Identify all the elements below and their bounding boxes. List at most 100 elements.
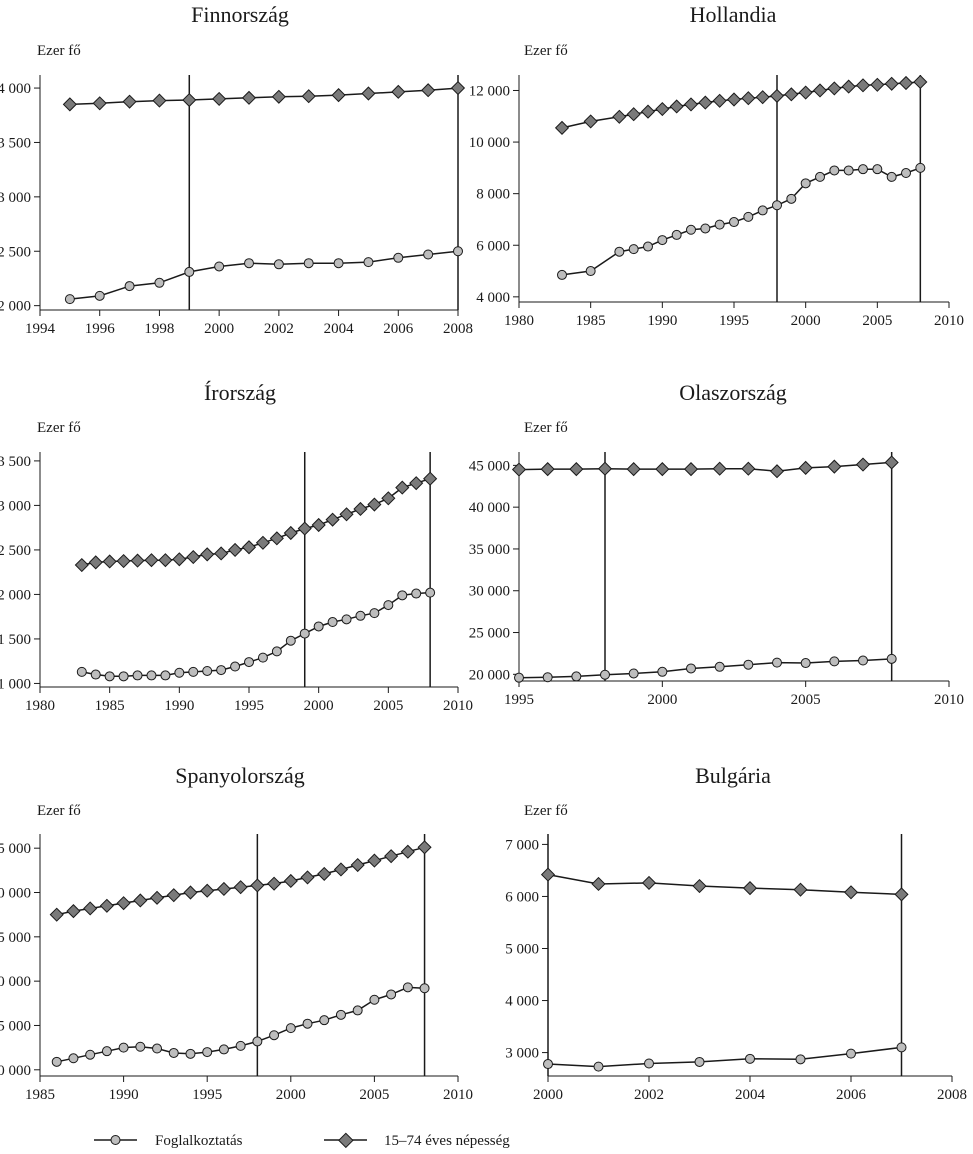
population-point xyxy=(769,464,785,479)
population-point xyxy=(212,91,227,107)
employment-point xyxy=(886,653,897,664)
population-point xyxy=(640,104,656,119)
population-point xyxy=(74,557,89,573)
population-series-line xyxy=(81,477,431,566)
employment-point xyxy=(643,241,653,252)
population-point xyxy=(186,549,201,565)
population-point xyxy=(200,547,215,562)
population-point xyxy=(884,455,899,470)
y-tick-label: 7 000 xyxy=(505,837,539,853)
employment-point xyxy=(101,1046,112,1057)
population-point xyxy=(741,461,756,476)
population-point xyxy=(183,885,198,900)
population-point xyxy=(827,459,842,474)
y-tick-label: 3 500 xyxy=(0,135,31,151)
y-tick-label: 3 500 xyxy=(0,454,31,470)
y-axis-unit-label: Ezer fő xyxy=(524,803,568,819)
population-point xyxy=(66,904,81,919)
employment-point xyxy=(252,1036,263,1047)
population-point xyxy=(300,870,315,885)
population-point xyxy=(311,517,326,533)
x-tick-label: 2000 xyxy=(791,313,821,329)
population-point xyxy=(62,97,77,112)
employment-point xyxy=(327,617,338,628)
employment-point xyxy=(514,672,524,683)
employment-point xyxy=(757,205,768,216)
population-point xyxy=(166,888,181,903)
population-point xyxy=(741,91,756,106)
population-point xyxy=(841,79,856,94)
x-tick-label: 2002 xyxy=(264,321,294,337)
x-tick-label: 1994 xyxy=(25,321,56,337)
x-tick-label: 2010 xyxy=(934,313,964,329)
legend-employment-label: Foglalkoztatás xyxy=(155,1133,243,1149)
x-tick-label: 2002 xyxy=(634,1087,664,1103)
employment-point xyxy=(335,1009,346,1020)
employment-point xyxy=(369,994,380,1005)
population-point xyxy=(381,491,396,506)
x-tick-label: 2006 xyxy=(383,321,414,337)
x-tick-label: 2010 xyxy=(443,698,473,714)
legend-employment-marker xyxy=(110,1135,121,1145)
population-point xyxy=(798,460,813,475)
population-point xyxy=(421,83,436,98)
population-point xyxy=(200,883,215,898)
population-point xyxy=(597,461,613,476)
population-point xyxy=(540,462,555,477)
employment-point xyxy=(188,666,199,677)
y-tick-label: 6 000 xyxy=(476,238,510,254)
employment-point xyxy=(285,635,296,646)
chart-panel-5: Spanyolország Ezer fő 10 000 15 000 20 000 25… xyxy=(0,763,473,1103)
employment-point xyxy=(686,224,696,235)
employment-point xyxy=(118,1042,129,1053)
y-tick-label: 3 000 xyxy=(0,190,31,206)
population-point xyxy=(250,878,265,893)
employment-point xyxy=(700,223,711,234)
employment-point xyxy=(146,670,157,681)
employment-point xyxy=(423,249,434,260)
employment-point xyxy=(152,1043,163,1054)
employment-point xyxy=(185,1048,196,1059)
population-point xyxy=(116,553,131,569)
population-point xyxy=(339,507,354,522)
employment-point xyxy=(383,600,394,611)
population-point xyxy=(353,501,368,517)
y-axis-unit-label: Ezer fő xyxy=(37,420,81,436)
population-point xyxy=(133,893,148,908)
employment-point xyxy=(644,1058,654,1069)
employment-point xyxy=(214,261,225,272)
y-tick-label: 4 000 xyxy=(505,994,539,1010)
employment-point xyxy=(542,672,553,683)
x-tick-label: 2005 xyxy=(359,1087,389,1103)
population-point xyxy=(241,90,257,105)
employment-point xyxy=(872,164,883,175)
population-point xyxy=(755,90,770,105)
population-point xyxy=(612,109,627,124)
chart-panel-2: Hollandia Ezer fő 4 000 6 000 8 000 10 000 12 … xyxy=(469,2,964,329)
x-tick-label: 1980 xyxy=(504,313,534,329)
employment-point xyxy=(333,258,344,269)
y-tick-label: 2 000 xyxy=(0,587,31,603)
employment-point xyxy=(76,666,87,677)
x-tick-label: 1980 xyxy=(25,698,55,714)
population-point xyxy=(216,881,231,897)
x-tick-label: 2000 xyxy=(647,692,677,708)
employment-point xyxy=(593,1061,604,1072)
population-point xyxy=(855,78,871,93)
y-tick-label: 2 000 xyxy=(0,299,31,315)
population-point xyxy=(884,76,899,91)
population-point xyxy=(367,497,382,512)
employment-point xyxy=(896,1042,907,1053)
employment-point xyxy=(402,982,413,993)
population-point xyxy=(793,882,808,897)
employment-point xyxy=(273,259,284,270)
population-point xyxy=(395,480,410,495)
population-point xyxy=(116,896,131,911)
employment-point xyxy=(341,614,352,625)
employment-point xyxy=(94,290,105,301)
employment-point xyxy=(174,667,185,678)
employment-point xyxy=(352,1005,363,1016)
employment-point xyxy=(745,1053,755,1064)
employment-point xyxy=(729,217,739,228)
